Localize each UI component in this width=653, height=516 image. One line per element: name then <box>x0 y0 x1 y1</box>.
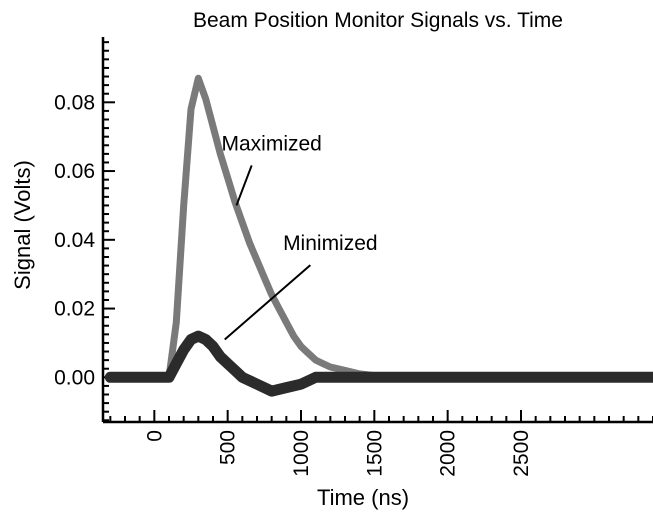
annotation-pointer <box>224 264 311 341</box>
series-line-maximized <box>106 74 653 381</box>
data-series <box>104 74 653 397</box>
y-tick-label: 0.04 <box>54 229 95 252</box>
x-tick-label: 2500 <box>510 430 533 477</box>
x-tick-label: 2000 <box>437 430 460 477</box>
annotations: Maximized Minimized <box>221 132 378 341</box>
y-tick-label: 0.06 <box>54 160 95 183</box>
y-axis-label: Signal (Volts) <box>10 160 35 290</box>
y-tick-label: 0.02 <box>54 298 95 321</box>
x-tick-label: 1500 <box>363 430 386 477</box>
y-tick-label: 0.00 <box>54 366 95 389</box>
x-tick-label: 0 <box>143 430 166 442</box>
chart-title: Beam Position Monitor Signals vs. Time <box>193 9 563 32</box>
axes <box>101 37 653 424</box>
x-tick-label: 1000 <box>290 430 313 477</box>
annotation-pointer <box>235 165 253 206</box>
x-tick-label: 500 <box>217 430 240 465</box>
annotation-label: Minimized <box>283 232 378 255</box>
annotation-label: Maximized <box>221 132 321 155</box>
x-ticks: 0 500 1000 1500 2000 2500 <box>109 410 653 477</box>
y-ticks: 0.00 0.02 0.04 0.06 0.08 <box>54 41 115 422</box>
y-tick-label: 0.08 <box>54 91 95 114</box>
series-line-minimized <box>104 330 653 397</box>
x-axis-label: Time (ns) <box>317 485 409 510</box>
